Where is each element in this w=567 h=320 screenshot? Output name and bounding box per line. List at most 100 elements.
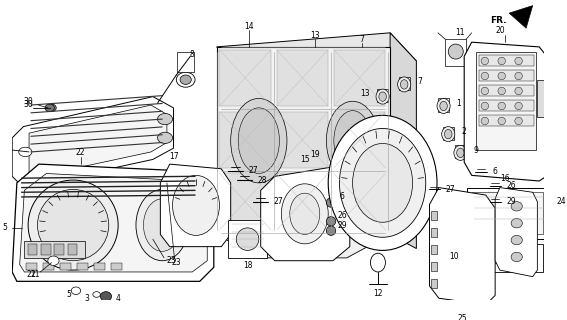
Ellipse shape: [334, 111, 371, 171]
Text: 26: 26: [337, 211, 347, 220]
Text: 15: 15: [300, 155, 310, 164]
Text: 21: 21: [31, 270, 40, 279]
Ellipse shape: [328, 115, 437, 250]
Bar: [219, 112, 271, 168]
Ellipse shape: [515, 87, 522, 95]
Text: 22: 22: [76, 148, 86, 157]
Polygon shape: [160, 164, 231, 247]
Text: 5: 5: [66, 290, 71, 299]
Polygon shape: [429, 188, 495, 305]
Bar: [479, 85, 534, 96]
Text: 16: 16: [500, 174, 509, 183]
Text: 10: 10: [449, 252, 459, 260]
Bar: [538, 80, 551, 117]
Ellipse shape: [498, 102, 505, 110]
Text: 26: 26: [506, 181, 516, 190]
Ellipse shape: [45, 104, 54, 112]
Text: 8: 8: [190, 50, 194, 59]
Text: 1: 1: [456, 99, 462, 108]
Text: 23: 23: [167, 256, 176, 265]
Text: 20: 20: [496, 27, 506, 36]
Ellipse shape: [492, 252, 501, 264]
Polygon shape: [509, 6, 532, 28]
Polygon shape: [464, 42, 551, 181]
Text: 3: 3: [84, 294, 90, 303]
Bar: [479, 115, 534, 126]
Bar: [431, 211, 437, 220]
Bar: [54, 244, 64, 255]
Ellipse shape: [143, 199, 181, 251]
Ellipse shape: [448, 44, 463, 59]
Polygon shape: [20, 173, 208, 272]
Bar: [399, 77, 410, 90]
Ellipse shape: [376, 89, 389, 104]
Ellipse shape: [172, 175, 219, 236]
Ellipse shape: [158, 132, 172, 143]
Ellipse shape: [327, 101, 379, 180]
Ellipse shape: [498, 87, 505, 95]
Text: 30: 30: [23, 97, 33, 106]
Bar: [334, 112, 386, 168]
Bar: [219, 173, 271, 230]
Ellipse shape: [437, 99, 450, 114]
Ellipse shape: [28, 180, 118, 270]
Bar: [277, 50, 328, 106]
Polygon shape: [12, 164, 214, 281]
Bar: [334, 173, 386, 230]
Text: 21: 21: [26, 270, 36, 279]
Ellipse shape: [476, 252, 486, 264]
Text: 5: 5: [3, 223, 7, 232]
Text: 24: 24: [556, 197, 566, 206]
Polygon shape: [390, 33, 416, 249]
Ellipse shape: [481, 57, 489, 65]
Text: 6: 6: [340, 192, 345, 202]
Bar: [479, 100, 534, 111]
Ellipse shape: [353, 143, 413, 222]
Text: 23: 23: [171, 258, 181, 267]
Ellipse shape: [136, 189, 188, 261]
Text: 9: 9: [473, 146, 479, 155]
Text: 27: 27: [446, 185, 455, 194]
Text: 13: 13: [310, 31, 320, 40]
Ellipse shape: [176, 72, 195, 87]
Ellipse shape: [340, 129, 426, 237]
Text: 28: 28: [258, 176, 268, 185]
Ellipse shape: [456, 148, 464, 157]
Ellipse shape: [515, 57, 522, 65]
Bar: [443, 127, 454, 140]
Text: 27: 27: [274, 197, 284, 206]
Ellipse shape: [281, 184, 328, 244]
Polygon shape: [217, 235, 390, 258]
Ellipse shape: [327, 198, 336, 207]
Ellipse shape: [100, 292, 112, 301]
Ellipse shape: [498, 57, 505, 65]
Ellipse shape: [180, 75, 191, 84]
Text: 7: 7: [359, 35, 365, 44]
Text: 30: 30: [23, 100, 33, 108]
Ellipse shape: [481, 87, 489, 95]
Ellipse shape: [481, 72, 489, 80]
Bar: [60, 263, 71, 270]
Text: 25: 25: [458, 314, 467, 320]
Ellipse shape: [498, 72, 505, 80]
Text: 14: 14: [244, 22, 254, 31]
Bar: [41, 244, 50, 255]
Ellipse shape: [48, 256, 59, 265]
Bar: [277, 112, 328, 168]
Ellipse shape: [238, 108, 280, 173]
Polygon shape: [261, 167, 350, 261]
Bar: [472, 244, 543, 272]
Text: 12: 12: [373, 289, 383, 298]
Ellipse shape: [511, 252, 522, 262]
Text: 29: 29: [506, 197, 516, 206]
Ellipse shape: [511, 202, 522, 211]
Ellipse shape: [511, 219, 522, 228]
Text: FR.: FR.: [490, 16, 506, 25]
Ellipse shape: [498, 117, 505, 125]
Ellipse shape: [400, 80, 408, 89]
Bar: [94, 263, 105, 270]
Bar: [43, 263, 54, 270]
Ellipse shape: [327, 226, 336, 236]
Ellipse shape: [440, 101, 447, 111]
Text: 7: 7: [417, 77, 422, 86]
